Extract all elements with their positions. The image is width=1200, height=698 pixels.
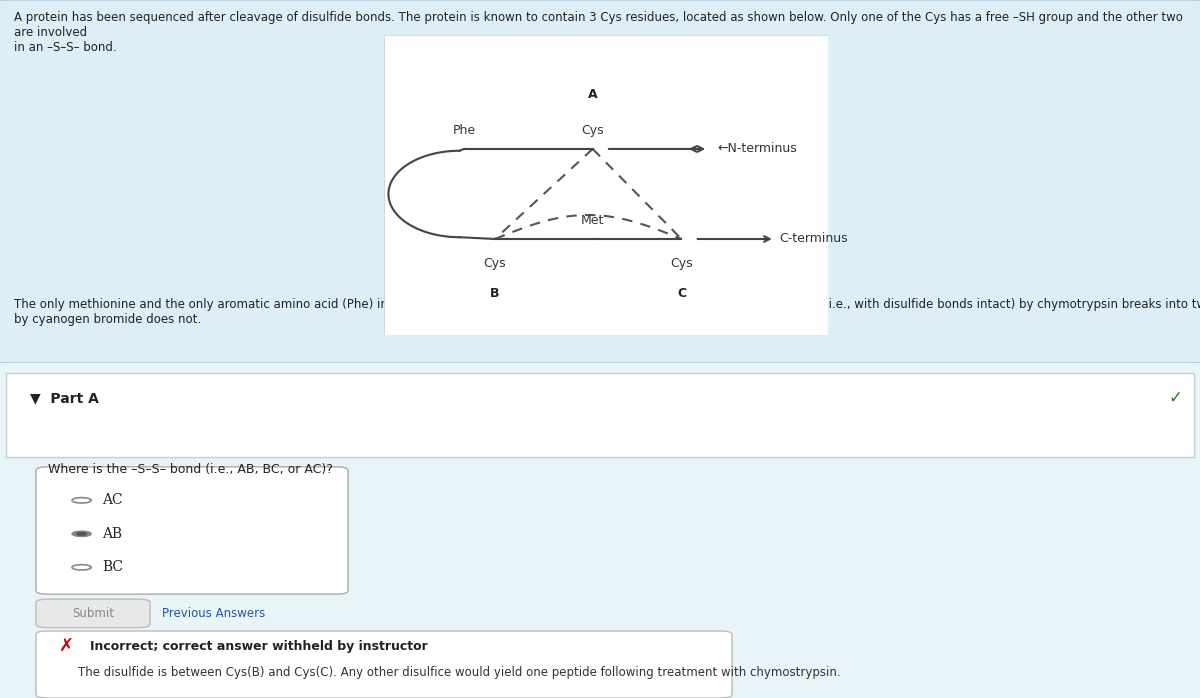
Text: The disulfide is between Cys(B) and Cys(C). Any other disulfice would yield one : The disulfide is between Cys(B) and Cys(… (78, 667, 841, 679)
Text: Previous Answers: Previous Answers (162, 607, 265, 620)
Text: Phe: Phe (452, 124, 475, 137)
Text: A protein has been sequenced after cleavage of disulfide bonds. The protein is k: A protein has been sequenced after cleav… (14, 11, 1183, 54)
Text: ←N-terminus: ←N-terminus (716, 142, 797, 156)
Text: C: C (677, 287, 686, 300)
Text: Submit: Submit (72, 607, 114, 620)
Text: B: B (491, 287, 499, 300)
Circle shape (72, 498, 91, 503)
Circle shape (72, 531, 91, 537)
Text: C-terminus: C-terminus (779, 232, 847, 246)
Text: A: A (588, 88, 598, 101)
Text: ✗: ✗ (59, 637, 73, 655)
FancyBboxPatch shape (384, 35, 828, 335)
Text: Cys: Cys (670, 257, 692, 270)
FancyBboxPatch shape (36, 631, 732, 698)
Text: The only methionine and the only aromatic amino acid (Phe) in this protein are i: The only methionine and the only aromati… (14, 297, 1200, 326)
Text: Cys: Cys (484, 257, 506, 270)
Circle shape (77, 533, 86, 535)
Text: ✓: ✓ (1168, 389, 1182, 407)
FancyBboxPatch shape (36, 599, 150, 628)
Circle shape (72, 565, 91, 570)
Text: AB: AB (102, 527, 122, 541)
FancyBboxPatch shape (36, 467, 348, 594)
Text: Cys: Cys (581, 124, 604, 137)
Text: Met: Met (581, 214, 605, 227)
Text: AC: AC (102, 493, 122, 507)
Text: BC: BC (102, 560, 124, 574)
FancyBboxPatch shape (0, 0, 1200, 363)
Text: Incorrect; correct answer withheld by instructor: Incorrect; correct answer withheld by in… (90, 639, 427, 653)
Text: Where is the –S–S– bond (i.e., AB, BC, or AC)?: Where is the –S–S– bond (i.e., AB, BC, o… (48, 463, 332, 477)
Text: ▼  Part A: ▼ Part A (30, 391, 98, 405)
FancyBboxPatch shape (6, 373, 1194, 456)
